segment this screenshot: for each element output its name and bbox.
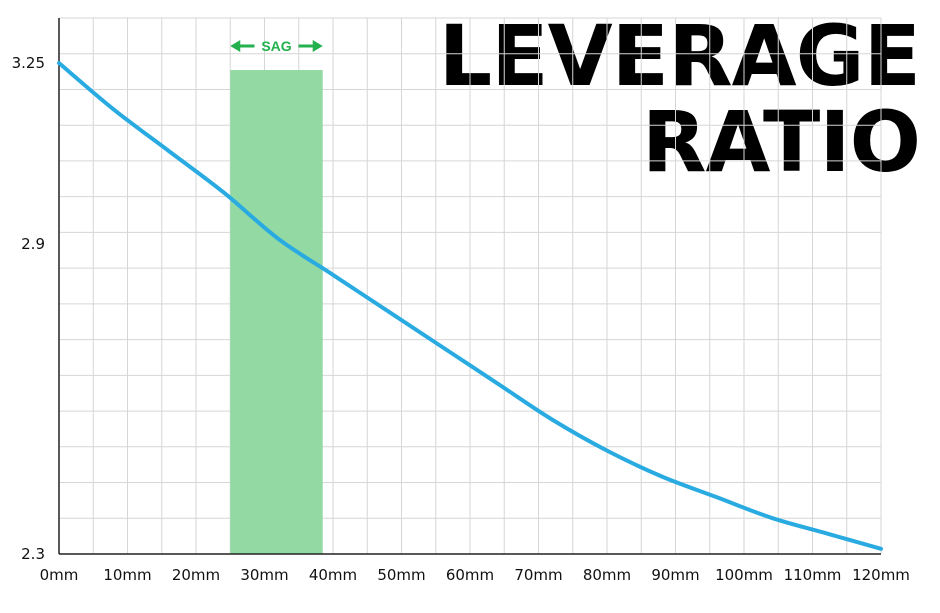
chart-title-line-2: RATIO	[641, 93, 921, 191]
sag-band-layer: SAG	[230, 38, 323, 554]
series-line	[57, 61, 883, 551]
y-tick-label: 2.9	[21, 235, 45, 253]
x-tick-label: 0mm	[40, 566, 79, 584]
axes	[58, 18, 881, 555]
tick-labels: 0mm 10mm 20mm 30mm 40mm 50mm 60mm 70mm 80mm 90mm 1…	[12, 54, 910, 584]
series-layer	[57, 61, 883, 551]
x-tick-label: 10mm	[103, 566, 151, 584]
chart-title-line-1: LEVERAGE	[438, 7, 921, 105]
sag-label: SAG	[261, 38, 291, 54]
x-tick-label: 90mm	[651, 566, 699, 584]
x-tick-label: 80mm	[583, 566, 631, 584]
y-tick-label: 2.3	[21, 545, 45, 563]
sag-band	[230, 70, 323, 554]
x-tick-label: 100mm	[715, 566, 773, 584]
grid	[59, 17, 882, 554]
x-tick-label: 120mm	[852, 566, 910, 584]
x-tick-label: 30mm	[240, 566, 288, 584]
x-tick-label: 40mm	[309, 566, 357, 584]
sag-arrow-right-head	[312, 40, 323, 52]
x-tick-label: 50mm	[377, 566, 425, 584]
y-tick-label: 3.25	[12, 54, 45, 72]
x-tick-label: 70mm	[514, 566, 562, 584]
x-tick-label: 110mm	[784, 566, 842, 584]
x-tick-label: 60mm	[446, 566, 494, 584]
x-tick-label: 20mm	[172, 566, 220, 584]
sag-arrow-left-head	[230, 40, 241, 52]
